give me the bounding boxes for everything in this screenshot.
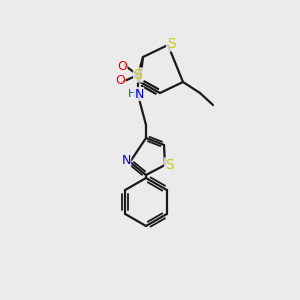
- Text: S: S: [167, 37, 176, 51]
- Text: S: S: [134, 68, 142, 82]
- Text: O: O: [117, 59, 127, 73]
- Text: N: N: [134, 88, 144, 100]
- Text: S: S: [165, 158, 173, 172]
- Text: O: O: [115, 74, 125, 88]
- Text: N: N: [121, 154, 131, 167]
- Text: H: H: [128, 89, 136, 99]
